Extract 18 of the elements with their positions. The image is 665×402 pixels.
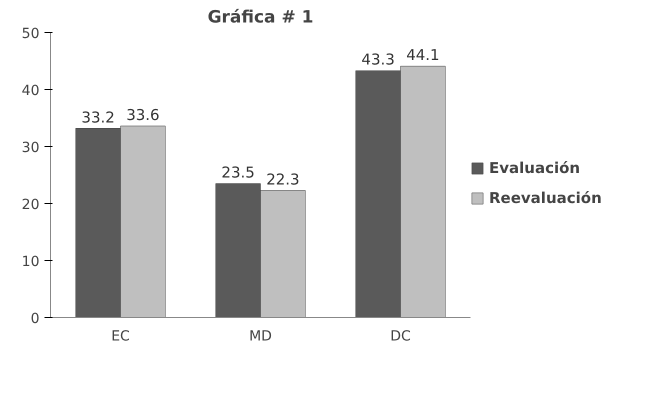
x-tick-label: DC bbox=[390, 328, 411, 344]
data-label: 44.1 bbox=[406, 46, 440, 64]
legend-label: Evaluación bbox=[489, 159, 580, 177]
y-tick-label: 0 bbox=[30, 311, 40, 327]
chart-title: Gráfica # 1 bbox=[208, 8, 314, 28]
y-tick-label: 10 bbox=[22, 254, 40, 270]
data-label: 33.6 bbox=[126, 106, 160, 124]
y-tick-label: 20 bbox=[22, 197, 40, 213]
x-tick-label: EC bbox=[111, 328, 130, 344]
y-tick-label: 50 bbox=[22, 26, 40, 42]
data-label: 22.3 bbox=[266, 170, 300, 188]
data-label: 43.3 bbox=[361, 50, 395, 69]
x-tick-label: MD bbox=[249, 328, 272, 344]
data-label: 23.5 bbox=[221, 164, 255, 182]
y-tick-label: 30 bbox=[22, 140, 40, 156]
legend-label: Reevaluación bbox=[489, 189, 602, 207]
data-label: 33.2 bbox=[81, 108, 115, 126]
y-tick-label: 40 bbox=[22, 83, 40, 99]
